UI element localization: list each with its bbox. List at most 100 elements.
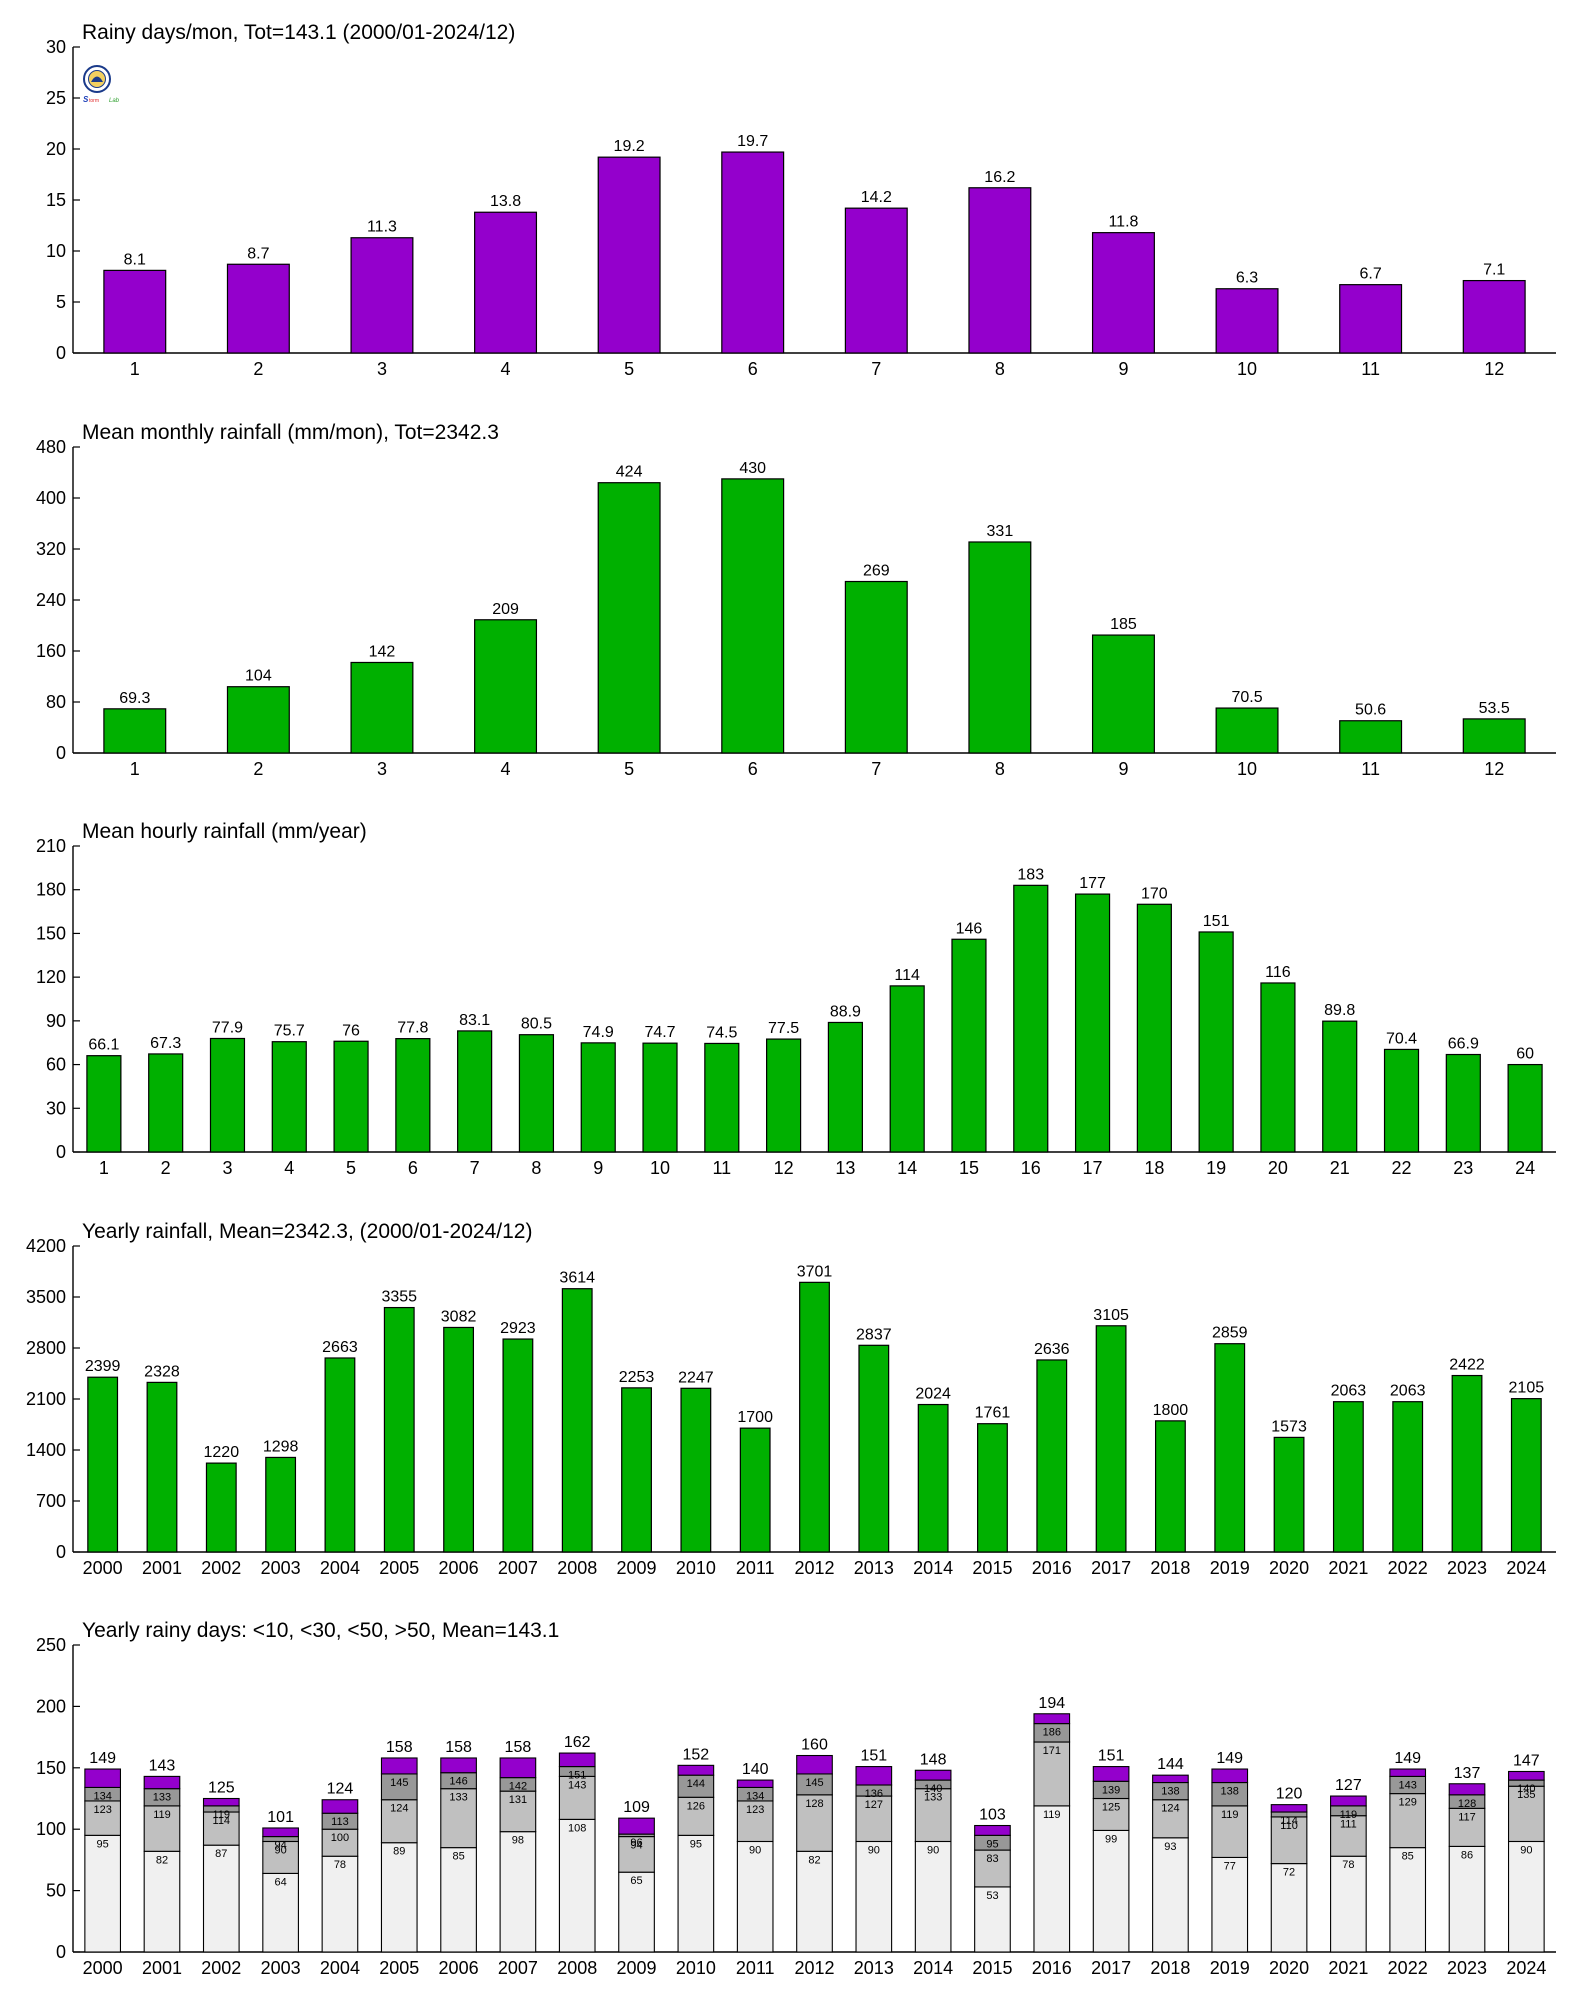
- x-tick-label: 11: [1361, 359, 1380, 379]
- bar: [621, 1387, 652, 1553]
- x-tick-label: 2017: [1091, 1558, 1131, 1578]
- bar-value-label: 2859: [1212, 1325, 1248, 1342]
- stacked-bar-segment-total: [202, 1797, 240, 1807]
- x-tick-label: 7: [871, 759, 881, 779]
- segment-label-lt30: 100: [331, 1832, 349, 1844]
- stacked-bar-segment-lt10: [1389, 1847, 1427, 1953]
- segment-label-lt30: 110: [1280, 1820, 1298, 1832]
- stacked-bar-segment-lt30: [914, 1788, 952, 1843]
- bar: [1074, 893, 1111, 1153]
- x-tick-label: 2021: [1328, 1558, 1368, 1578]
- bar-value-label: 77.8: [397, 1020, 428, 1037]
- bar-value-label: 114: [894, 967, 920, 984]
- bar-value-label: 50.6: [1355, 702, 1386, 719]
- bar-value-label: 104: [245, 668, 272, 685]
- x-tick-label: 2012: [794, 1958, 834, 1978]
- stacked-bar-segment-lt30: [1507, 1785, 1545, 1843]
- stacked-bar-segment-lt10: [1270, 1863, 1308, 1953]
- x-tick-label: 2004: [320, 1558, 360, 1578]
- bar: [87, 1376, 119, 1553]
- x-tick-label: 2015: [972, 1558, 1012, 1578]
- bar-total-label: 158: [505, 1739, 532, 1756]
- x-tick-label: 3: [377, 359, 387, 379]
- bar: [443, 1326, 475, 1553]
- x-tick-label: 2016: [1032, 1958, 1072, 1978]
- bar-value-label: 19.2: [614, 138, 645, 155]
- bar-value-label: 142: [369, 643, 396, 660]
- bar: [1214, 1343, 1246, 1553]
- segment-label-lt10: 65: [630, 1875, 642, 1887]
- bar-value-label: 6.3: [1236, 270, 1258, 287]
- x-tick-label: 2012: [794, 1558, 834, 1578]
- y-tick-label: 210: [36, 836, 66, 856]
- segment-label-lt50: 119: [213, 1809, 231, 1821]
- bar-value-label: 77.5: [768, 1020, 799, 1037]
- bar-value-label: 2247: [678, 1369, 714, 1386]
- chart-panel-monthly_rainfall: Mean monthly rainfall (mm/mon), Tot=2342…: [36, 421, 1556, 779]
- x-tick-label: 2018: [1150, 1558, 1190, 1578]
- x-tick-label: 2005: [379, 1958, 419, 1978]
- bar-value-label: 116: [1265, 964, 1291, 981]
- segment-label-lt10: 53: [986, 1890, 998, 1902]
- stacked-bar-segment-total: [143, 1775, 181, 1790]
- bar-value-label: 69.3: [119, 690, 150, 707]
- y-tick-label: 2100: [26, 1389, 66, 1409]
- x-tick-label: 3: [377, 759, 387, 779]
- bar: [209, 1037, 246, 1153]
- x-tick-label: 2020: [1269, 1558, 1309, 1578]
- segment-label-lt10: 99: [1105, 1833, 1117, 1845]
- x-tick-label: 8: [995, 759, 1005, 779]
- bar: [148, 1053, 184, 1153]
- x-tick-label: 2024: [1506, 1958, 1546, 1978]
- bar-value-label: 70.4: [1386, 1030, 1417, 1047]
- stacked-bar-segment-lt30: [1211, 1805, 1249, 1858]
- stacked-bar-segment-lt30: [321, 1828, 359, 1857]
- bar-value-label: 3614: [559, 1270, 595, 1287]
- stacked-bar-segment-lt10: [440, 1847, 477, 1953]
- y-tick-label: 5: [56, 292, 66, 312]
- stacked-bar-segment-lt30: [1270, 1816, 1308, 1865]
- segment-label-lt30: 127: [865, 1799, 883, 1811]
- segment-label-lt30: 129: [1399, 1797, 1417, 1809]
- chart-panel-hourly_rainfall: Mean hourly rainfall (mm/year)0306090120…: [36, 820, 1556, 1178]
- stacked-bar-segment-total: [796, 1754, 833, 1775]
- x-tick-label: 1: [130, 759, 140, 779]
- bar-value-label: 8.1: [124, 251, 146, 268]
- segment-label-lt30: 135: [1517, 1789, 1535, 1801]
- x-tick-label: 12: [774, 1158, 794, 1178]
- bar: [146, 1381, 178, 1553]
- stacked-bar-segment-total: [1448, 1783, 1486, 1796]
- y-tick-label: 3500: [26, 1287, 66, 1307]
- bar: [350, 661, 414, 754]
- bar-total-label: 103: [979, 1807, 1006, 1824]
- segment-label-lt50: 138: [1221, 1786, 1239, 1798]
- stacked-bar-segment-lt30: [499, 1790, 537, 1833]
- bar: [395, 1038, 431, 1153]
- stacked-bar-segment-lt30: [262, 1840, 299, 1874]
- x-tick-label: 9: [1118, 759, 1128, 779]
- stacked-bar-segment-total: [1330, 1795, 1367, 1807]
- bar-value-label: 77.9: [212, 1019, 243, 1036]
- segment-label-lt10: 90: [927, 1844, 939, 1856]
- bar: [597, 156, 661, 354]
- x-tick-label: 2: [161, 1158, 171, 1178]
- bar-value-label: 1220: [204, 1444, 240, 1461]
- segment-label-lt30: 124: [390, 1803, 408, 1815]
- x-tick-label: 2001: [142, 1958, 182, 1978]
- x-tick-label: 6: [748, 759, 758, 779]
- bar: [271, 1041, 307, 1153]
- x-tick-label: 2005: [379, 1558, 419, 1578]
- segment-label-lt50: 95: [986, 1838, 998, 1850]
- stacked-bar-segment-lt10: [1448, 1845, 1486, 1953]
- bar-value-label: 2399: [85, 1358, 121, 1375]
- x-tick-label: 2019: [1210, 1958, 1250, 1978]
- y-tick-label: 25: [46, 88, 66, 108]
- segment-label-lt30: 131: [509, 1794, 527, 1806]
- bar-value-label: 2636: [1034, 1341, 1070, 1358]
- segment-label-lt50: 138: [1161, 1786, 1179, 1798]
- segment-label-lt30: 133: [924, 1792, 942, 1804]
- segment-label-lt10: 98: [512, 1835, 524, 1847]
- segment-label-lt10: 95: [97, 1838, 109, 1850]
- segment-label-lt50: 94: [274, 1840, 286, 1852]
- segment-label-lt30: 126: [687, 1800, 705, 1812]
